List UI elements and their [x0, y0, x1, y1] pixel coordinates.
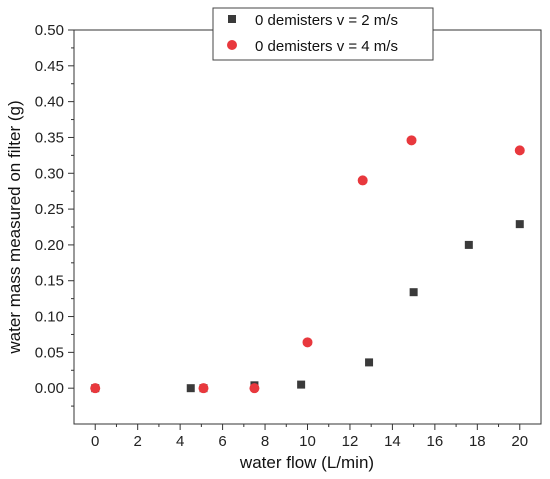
x-tick-label: 4 [176, 433, 184, 450]
y-axis-ticks: 0.00 0.05 0.10 0.15 0.20 0.25 0.30 0.35 0.40 0.45… [35, 22, 74, 407]
legend-label-series-2: 0 demisters v = 4 m/s [255, 38, 398, 55]
x-tick-label: 10 [299, 433, 316, 450]
x-tick-label: 14 [384, 433, 401, 450]
y-axis-title: water mass measured on filter (g) [5, 100, 24, 354]
legend-marker-series-2 [227, 40, 237, 50]
data-point-series-2 [302, 337, 313, 348]
data-point-series-1 [297, 380, 306, 389]
x-axis-title: water flow (L/min) [239, 453, 374, 472]
data-point-series-2 [198, 383, 209, 394]
x-tick-label: 0 [91, 433, 99, 450]
data-point-series-2 [90, 383, 101, 394]
y-tick-label: 0.25 [35, 201, 64, 218]
y-tick-label: 0.30 [35, 165, 64, 182]
legend-label-series-1: 0 demisters v = 2 m/s [255, 12, 398, 29]
plot-frame [73, 29, 542, 425]
x-tick-label: 20 [511, 433, 528, 450]
data-point-series-2 [357, 175, 368, 186]
data-point-series-2 [514, 145, 525, 156]
x-tick-label: 6 [218, 433, 226, 450]
data-point-series-1 [365, 358, 374, 367]
data-points [90, 135, 525, 394]
data-point-series-2 [249, 383, 260, 394]
y-tick-label: 0.00 [35, 380, 64, 397]
x-tick-label: 12 [342, 433, 359, 450]
y-tick-label: 0.15 [35, 273, 64, 290]
y-tick-label: 0.35 [35, 129, 64, 146]
y-tick-label: 0.40 [35, 94, 64, 111]
x-tick-label: 8 [261, 433, 269, 450]
y-tick-label: 0.20 [35, 237, 64, 254]
x-tick-label: 16 [427, 433, 444, 450]
data-point-series-1 [186, 384, 195, 393]
data-point-series-1 [464, 240, 473, 249]
legend-marker-series-1 [228, 15, 236, 23]
y-tick-label: 0.05 [35, 344, 64, 361]
y-tick-label: 0.10 [35, 309, 64, 326]
y-tick-label: 0.50 [35, 22, 64, 39]
x-tick-label: 18 [469, 433, 486, 450]
y-tick-label: 0.45 [35, 58, 64, 75]
legend: 0 demisters v = 2 m/s 0 demisters v = 4 … [212, 7, 434, 61]
data-point-series-2 [406, 135, 417, 146]
x-axis-ticks: 0 2 4 6 8 10 12 14 16 18 20 [91, 424, 528, 450]
data-point-series-1 [409, 288, 418, 297]
x-tick-label: 2 [134, 433, 142, 450]
data-point-series-1 [515, 220, 524, 229]
legend-box [212, 7, 434, 61]
